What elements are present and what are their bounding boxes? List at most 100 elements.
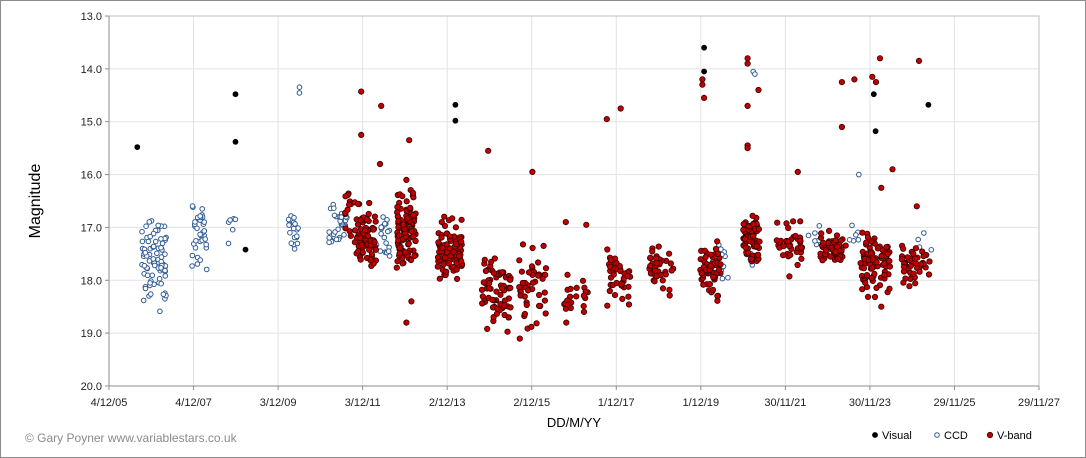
vband-point xyxy=(911,255,919,262)
vband-point xyxy=(519,241,527,248)
vband-point xyxy=(494,305,501,312)
x-tick-label: 30/11/23 xyxy=(849,397,891,409)
vband-point xyxy=(744,55,751,62)
vband-point xyxy=(482,267,489,275)
vband-point xyxy=(702,254,709,261)
vband-point xyxy=(867,250,875,257)
ccd-point xyxy=(155,222,161,229)
vband-point xyxy=(832,248,839,255)
vband-point xyxy=(583,221,590,228)
vband-point xyxy=(403,176,410,183)
axes xyxy=(105,15,1040,390)
vband-point xyxy=(529,168,536,175)
vband-point xyxy=(798,244,805,251)
vband-point xyxy=(573,293,580,300)
vband-point xyxy=(874,245,881,252)
ccd-point xyxy=(150,256,157,262)
vband-point xyxy=(613,259,620,267)
vband-point xyxy=(406,137,413,144)
vband-point xyxy=(618,281,625,288)
ccd-point xyxy=(290,225,297,232)
vband-point xyxy=(501,302,508,309)
vband-point xyxy=(396,244,403,251)
legend-item-visual: Visual xyxy=(872,430,912,442)
vband-point xyxy=(529,244,536,252)
vband-point xyxy=(453,275,461,282)
ccd-point xyxy=(928,247,935,253)
ccd-point xyxy=(338,214,345,220)
ccd-point xyxy=(805,232,812,239)
vband-point xyxy=(884,250,892,258)
vband-point xyxy=(785,238,792,245)
ccd-point xyxy=(287,229,293,236)
vband-point xyxy=(606,287,613,295)
vband-point xyxy=(900,279,907,286)
ccd-point xyxy=(189,203,196,209)
vband-point xyxy=(528,263,536,270)
vband-point xyxy=(625,293,632,300)
ccd-point xyxy=(147,233,153,240)
legend-marker xyxy=(986,431,994,439)
vband-point xyxy=(913,203,920,210)
vband-point xyxy=(604,246,611,253)
vband-point xyxy=(860,265,868,272)
vband-point xyxy=(779,252,787,259)
visual-point xyxy=(925,101,932,108)
vband-point xyxy=(505,314,512,321)
vband-point xyxy=(396,250,403,257)
vband-point xyxy=(707,262,714,269)
vband-point xyxy=(395,224,402,231)
ccd-point xyxy=(326,235,333,241)
vband-point xyxy=(342,225,349,232)
vband-point xyxy=(564,301,572,308)
vband-point xyxy=(604,302,611,309)
vband-point xyxy=(440,261,447,268)
vband-point xyxy=(504,328,511,335)
vband-point xyxy=(665,250,673,257)
vband-point xyxy=(859,286,866,293)
ccd-point xyxy=(378,231,384,237)
vband-point xyxy=(833,232,841,239)
vband-point xyxy=(479,293,486,300)
vband-point xyxy=(797,218,804,225)
vband-point xyxy=(916,268,923,275)
vband-point xyxy=(363,216,370,223)
ccd-point xyxy=(812,238,818,244)
vband-point xyxy=(606,263,614,270)
x-tick-label: 1/12/17 xyxy=(598,397,635,409)
ccd-point xyxy=(152,238,159,245)
ccd-point xyxy=(201,228,208,234)
vband-point xyxy=(342,193,349,200)
ccd-point xyxy=(385,248,392,254)
vband-point xyxy=(452,224,459,231)
vband-point xyxy=(819,257,826,264)
ccd-point xyxy=(378,224,385,230)
ccd-point xyxy=(158,236,164,242)
vband-point xyxy=(395,232,403,239)
ccd-point xyxy=(149,272,156,279)
vband-point xyxy=(912,245,920,252)
ccd-point xyxy=(139,228,145,235)
vband-point xyxy=(441,213,448,220)
ccd-point xyxy=(189,252,196,259)
vband-point xyxy=(455,253,463,260)
vband-point xyxy=(446,233,453,240)
vband-point xyxy=(786,273,793,280)
vband-point xyxy=(883,244,890,251)
vband-point xyxy=(748,255,755,262)
ccd-point xyxy=(162,251,168,257)
visual-point xyxy=(232,138,239,145)
vband-point xyxy=(376,160,384,168)
vband-point xyxy=(446,245,454,252)
ccd-point xyxy=(725,274,731,281)
ccd-point xyxy=(385,228,391,235)
vband-point xyxy=(518,268,526,275)
vband-point xyxy=(434,263,441,270)
vband-point xyxy=(749,232,756,239)
vband-point xyxy=(699,76,706,83)
vband-point xyxy=(745,223,752,230)
vband-point xyxy=(780,243,787,250)
vband-point xyxy=(535,291,543,299)
vband-point xyxy=(886,285,893,292)
vband-point xyxy=(667,260,674,267)
